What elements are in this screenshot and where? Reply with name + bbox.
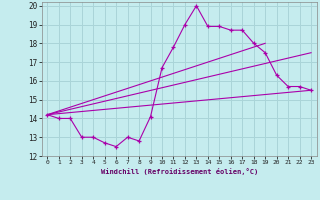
- X-axis label: Windchill (Refroidissement éolien,°C): Windchill (Refroidissement éolien,°C): [100, 168, 258, 175]
